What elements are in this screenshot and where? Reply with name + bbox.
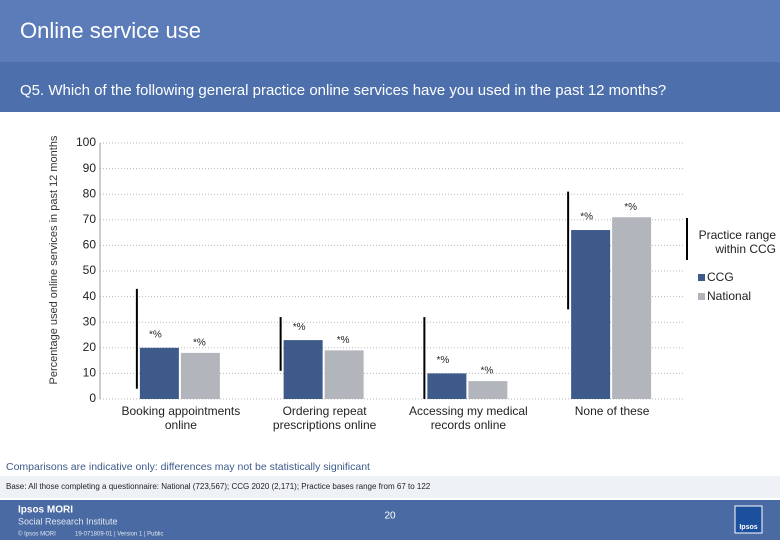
x-tick-label: Ordering repeat prescriptions online	[272, 404, 377, 432]
header-band	[0, 0, 780, 62]
x-tick-label-box: None of these	[574, 404, 650, 418]
y-tick-label: 50	[83, 263, 97, 277]
slide-title: Online service use	[20, 18, 201, 43]
y-tick-label: 40	[83, 289, 97, 303]
bar	[324, 350, 364, 399]
y-tick-label: 10	[83, 366, 97, 380]
job-number: 19-071809-01 | Version 1 | Public	[75, 532, 164, 538]
logo-box	[734, 505, 763, 534]
base-band	[0, 476, 780, 498]
x-tick-label-box: Accessing my medical records online	[409, 404, 528, 432]
bar	[427, 373, 467, 399]
bar-annotation: *%	[149, 329, 162, 340]
x-tick-label: None of these	[574, 404, 650, 418]
bar-annotation: *%	[436, 355, 449, 366]
legend-range-box: Practice range within CCG	[698, 228, 776, 256]
y-tick-label: 100	[76, 135, 96, 149]
copyright: © Ipsos MORI	[18, 531, 56, 538]
bar-annotation: *%	[337, 335, 350, 346]
brand: Ipsos MORI	[18, 505, 73, 516]
institute: Social Research Institute	[18, 516, 118, 526]
bar-annotation: *%	[580, 212, 593, 223]
bar	[139, 347, 179, 399]
y-tick-label: 20	[83, 340, 97, 354]
legend-label: National	[707, 289, 751, 303]
bar	[283, 340, 323, 399]
logo: Ipsos	[739, 524, 757, 531]
question-band	[0, 62, 780, 112]
y-axis-title: Percentage used online services in past …	[48, 135, 60, 384]
legend-swatch	[698, 274, 705, 281]
y-tick-label: 30	[83, 314, 97, 328]
y-tick-label: 60	[83, 238, 97, 252]
disclaimer: Comparisons are indicative only: differe…	[6, 461, 370, 473]
bar	[180, 352, 220, 399]
y-tick-label: 70	[83, 212, 97, 226]
base-note: Base: All those completing a questionnai…	[6, 482, 431, 491]
y-tick-label: 90	[83, 161, 97, 175]
legend-swatch	[698, 293, 705, 300]
legend-range: Practice range within CCG	[698, 228, 776, 256]
x-tick-label-box: Booking appointments online	[121, 404, 241, 432]
bar	[468, 381, 508, 399]
question: Q5. Which of the following general pract…	[20, 82, 666, 99]
bar-annotation: *%	[624, 202, 637, 213]
legend-label: CCG	[707, 270, 734, 284]
footer-band	[0, 500, 780, 540]
bar-annotation: *%	[480, 366, 493, 377]
x-tick-label-box: Ordering repeat prescriptions online	[272, 404, 377, 432]
bar	[612, 217, 652, 399]
bar	[571, 230, 611, 399]
x-tick-label: Accessing my medical records online	[409, 404, 528, 432]
x-tick-label: Booking appointments online	[121, 404, 241, 432]
y-tick-label: 0	[89, 391, 96, 405]
y-tick-label: 80	[83, 186, 97, 200]
bar-annotation: *%	[293, 322, 306, 333]
bar-annotation: *%	[193, 338, 206, 349]
page-number: 20	[384, 511, 396, 522]
